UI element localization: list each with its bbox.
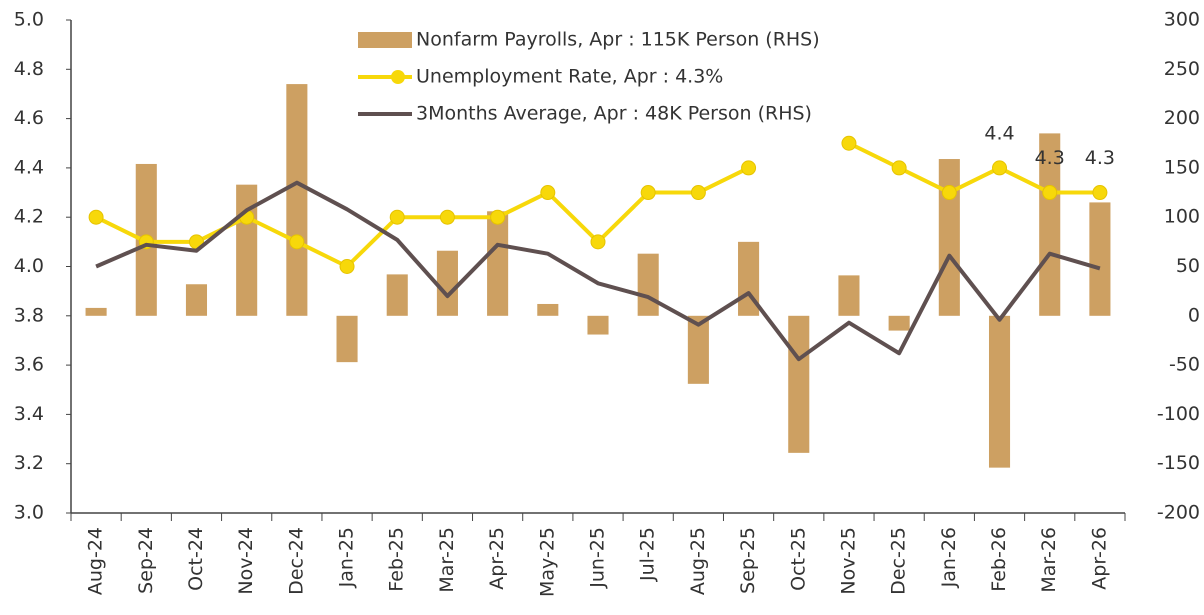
data-label: 4.4 — [984, 122, 1014, 144]
x-tick-label: Apr-25 — [486, 527, 508, 590]
point — [741, 160, 757, 176]
point — [841, 135, 857, 151]
point — [1092, 185, 1108, 201]
x-tick-label: Oct-24 — [185, 527, 207, 591]
x-tick-label: Feb-26 — [988, 527, 1010, 592]
bar — [938, 159, 960, 316]
x-tick-label: Dec-25 — [888, 527, 910, 595]
legend-marker — [391, 70, 405, 84]
point — [1042, 185, 1058, 201]
x-tick-label: Mar-26 — [1038, 527, 1060, 593]
y2-tick-label: 300 — [1164, 9, 1200, 31]
y-tick-label: 4.0 — [14, 255, 44, 277]
y-tick-label: 3.0 — [14, 502, 44, 524]
x-tick-label: Sep-25 — [737, 527, 759, 594]
y-tick-label: 4.6 — [14, 107, 44, 129]
x-tick-label: Jan-26 — [938, 527, 960, 588]
y-tick-label: 3.4 — [14, 403, 44, 425]
point — [289, 234, 305, 250]
y2-tick-label: -100 — [1157, 403, 1200, 425]
bar — [838, 275, 860, 316]
y-tick-label: 4.2 — [14, 206, 44, 228]
data-label: 4.3 — [1085, 147, 1115, 169]
x-tick-label: Jul-25 — [637, 527, 659, 582]
x-tick-label: Sep-24 — [135, 527, 157, 594]
point — [339, 259, 355, 274]
y-tick-label: 4.4 — [14, 156, 44, 178]
bar — [1039, 133, 1061, 316]
y2-tick-label: 100 — [1164, 206, 1200, 228]
point — [490, 209, 506, 225]
bar — [487, 211, 509, 316]
bar — [788, 315, 810, 453]
x-tick-label: Oct-25 — [787, 527, 809, 591]
y2-tick-label: -150 — [1157, 452, 1200, 474]
y2-tick-label: 200 — [1164, 107, 1200, 129]
x-tick-label: May-25 — [536, 527, 558, 597]
y2-tick-label: 250 — [1164, 58, 1200, 80]
bar — [888, 315, 910, 331]
x-tick-label: Mar-25 — [436, 527, 458, 593]
bar — [1089, 202, 1111, 316]
point — [88, 209, 104, 225]
bar — [988, 315, 1011, 468]
point — [640, 185, 656, 201]
line — [95, 141, 1100, 269]
bar — [185, 284, 208, 316]
bar — [537, 303, 559, 316]
x-tick-label: Apr-26 — [1088, 527, 1110, 590]
legend-label: Unemployment Rate, Apr : 4.3% — [416, 66, 723, 88]
y2-tick-label: -200 — [1157, 502, 1200, 524]
y-tick-label: 4.8 — [14, 58, 44, 80]
y-tick-label: 3.6 — [14, 354, 44, 376]
legend-swatch — [358, 32, 412, 48]
bar — [386, 274, 408, 316]
x-tick-label: Nov-25 — [837, 527, 859, 595]
y2-tick-label: -50 — [1169, 354, 1200, 376]
y-tick-label: 3.8 — [14, 304, 44, 326]
line — [95, 180, 1101, 362]
point — [992, 160, 1008, 176]
y-tick-label: 3.2 — [14, 452, 44, 474]
bar — [637, 253, 659, 316]
y2-tick-label: 50 — [1176, 255, 1200, 277]
data-label: 4.3 — [1035, 147, 1065, 169]
bar — [85, 307, 107, 316]
y-tick-label: 5.0 — [14, 9, 44, 31]
bar — [436, 250, 458, 316]
point — [891, 160, 907, 176]
point — [439, 209, 455, 225]
x-tick-label: Nov-24 — [235, 527, 257, 595]
x-tick-label: Feb-25 — [386, 527, 408, 592]
x-tick-label: Aug-24 — [85, 527, 107, 595]
point — [690, 185, 706, 201]
y2-tick-label: 0 — [1188, 304, 1200, 326]
x-tick-label: Dec-24 — [285, 527, 307, 595]
legend-label: 3Months Average, Apr : 48K Person (RHS) — [416, 103, 812, 125]
legend-label: Nonfarm Payrolls, Apr : 115K Person (RHS… — [416, 29, 820, 51]
bar — [587, 315, 609, 335]
point — [941, 185, 957, 201]
x-tick-label: Jun-25 — [587, 527, 609, 589]
bar — [336, 315, 358, 363]
x-tick-label: Aug-25 — [687, 527, 709, 595]
y2-tick-label: 150 — [1164, 156, 1200, 178]
point — [540, 185, 556, 201]
bar — [687, 315, 709, 384]
point — [590, 234, 606, 250]
point — [389, 209, 405, 225]
bar — [286, 84, 308, 316]
x-tick-label: Jan-25 — [336, 527, 358, 588]
